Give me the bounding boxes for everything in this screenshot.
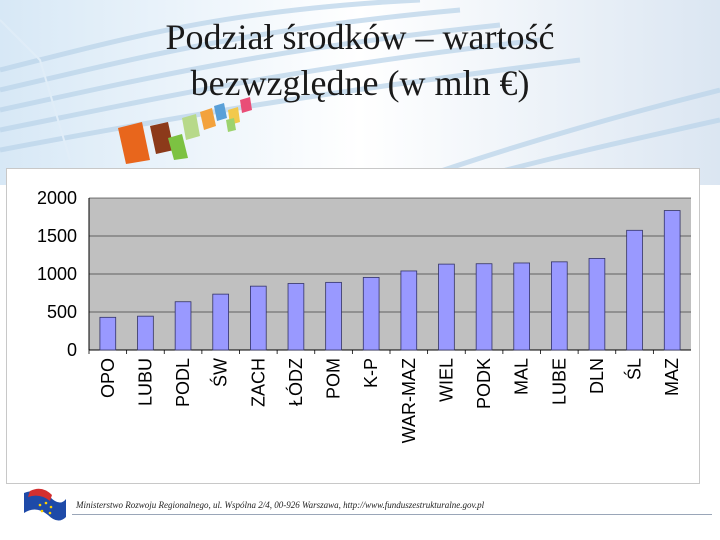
footer-address: Ministerstwo Rozwoju Regionalnego, ul. W… [76,500,485,510]
bar-łódz [287,283,305,351]
x-tick-label: POM [324,358,344,399]
x-tick-label: DLN [587,358,607,394]
bar-wiel [438,263,455,351]
slide-title-line-1: Podział środków – wartość [165,17,555,57]
y-tick-label: 500 [47,302,77,322]
bar-św [212,293,229,351]
bar-lubu [137,315,154,351]
x-tick-label: WIEL [436,358,456,402]
eu-flag-logo [24,488,66,521]
header-banner [0,0,720,185]
bar-podl [174,301,192,351]
y-tick-label: 1000 [37,264,77,284]
x-tick-label: PODK [474,358,494,409]
x-tick-label: ŚW [210,358,231,387]
y-tick-label: 0 [67,340,77,360]
x-tick-label: WAR-MAZ [399,358,419,443]
bar-dln [588,258,606,351]
bar-zach [250,285,267,351]
footer-divider [72,514,712,515]
bar-maz [663,210,681,351]
bar-opo [99,316,117,351]
banner-wave-stripes [0,0,720,185]
bar-k-p [362,277,380,351]
x-tick-label: K-P [361,358,381,388]
x-tick-label: LUBE [549,358,569,405]
x-tick-label: ZACH [248,358,268,407]
bar-chart: 0 500 1000 1500 2000 OPO LUBU PODL ŚW ZACH ŁÓDZ POM… [37,188,691,443]
chart-frame: 0 500 1000 1500 2000 OPO LUBU PODL ŚW ZACH ŁÓDZ POM… [6,168,700,484]
x-tick-label: MAZ [662,358,682,396]
x-tick-label: LUBU [135,358,155,406]
banner-color-tiles [118,97,252,164]
bar-pom [325,281,342,351]
y-tick-label: 2000 [37,188,77,208]
bar-podk [475,263,493,351]
x-tick-label: PODL [173,358,193,407]
bar-lube [551,261,568,351]
bar-mal [513,262,530,351]
x-tick-label: ŁÓDZ [285,358,306,406]
y-tick-label: 1500 [37,226,77,246]
bar-war-maz [400,270,418,351]
x-tick-label: MAL [512,358,532,395]
x-tick-label: ŚL [624,358,645,380]
slide-title-line-2: bezwzględne (w mln €) [190,63,530,103]
x-tick-label: OPO [98,358,118,398]
slide-title: Podział środków – wartość bezwzględne (w… [60,14,660,106]
bar-śl [626,229,643,351]
